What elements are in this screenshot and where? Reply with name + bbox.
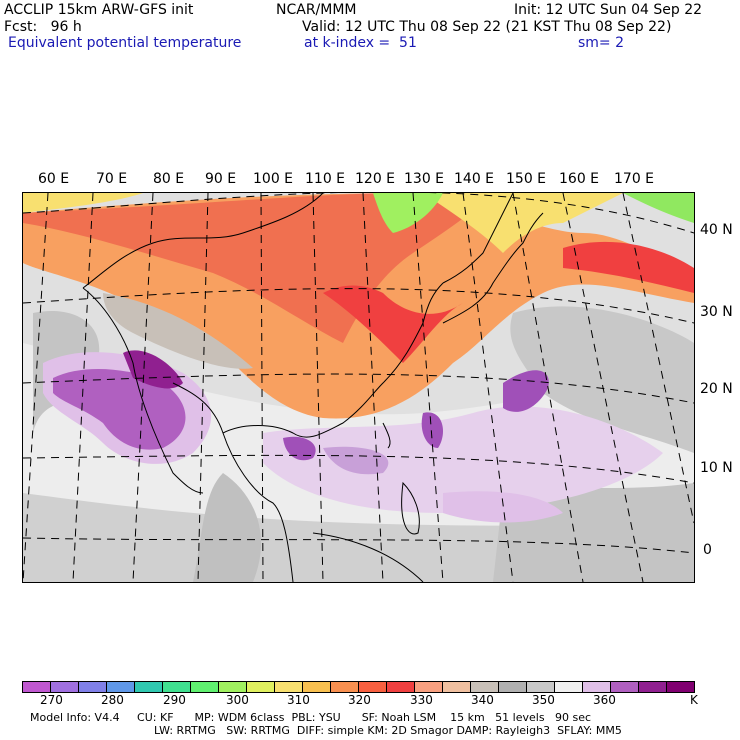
header-level: at k-index = 51 (304, 35, 417, 51)
colorbar-swatch (107, 682, 135, 692)
colorbar-swatch (611, 682, 639, 692)
colorbar-swatch (23, 682, 51, 692)
lon-label-90e: 90 E (205, 171, 237, 187)
header-valid-time: Valid: 12 UTC Thu 08 Sep 22 (21 KST Thu … (302, 19, 672, 35)
colorbar-swatch (191, 682, 219, 692)
lat-label-0: 0 (703, 542, 712, 558)
colorbar-swatch (135, 682, 163, 692)
lon-label-150e: 150 E (506, 171, 547, 187)
lon-label-110e: 110 E (305, 171, 346, 187)
footer-physics-info: LW: RRTMG SW: RRTMG DIFF: simple KM: 2D … (154, 724, 622, 737)
header-forecast-hour: Fcst: 96 h (4, 19, 82, 35)
colorbar-swatch (303, 682, 331, 692)
theta-e-map (22, 192, 695, 583)
colorbar (22, 681, 695, 693)
colorbar-swatch (555, 682, 583, 692)
header-institution: NCAR/MMM (276, 2, 357, 18)
lat-label-10n: 10 N (700, 460, 733, 476)
colorbar-swatch (331, 682, 359, 692)
lon-label-120e: 120 E (355, 171, 396, 187)
header-field-name: Equivalent potential temperature (8, 35, 242, 51)
footer-model-info: Model Info: V4.4 CU: KF MP: WDM 6class P… (30, 711, 592, 724)
colorbar-swatch (583, 682, 611, 692)
colorbar-tick-340: 340 (471, 693, 494, 707)
lon-label-100e: 100 E (253, 171, 294, 187)
lat-label-20n: 20 N (700, 381, 733, 397)
colorbar-swatch (51, 682, 79, 692)
lon-label-60e: 60 E (38, 171, 70, 187)
lon-label-160e: 160 E (559, 171, 600, 187)
colorbar-tick-310: 310 (287, 693, 310, 707)
lon-label-70e: 70 E (96, 171, 128, 187)
colorbar-unit: K (690, 693, 698, 707)
colorbar-tick-350: 350 (532, 693, 555, 707)
header-smoothing: sm= 2 (578, 35, 625, 51)
colorbar-tick-320: 320 (348, 693, 371, 707)
colorbar-tick-290: 290 (163, 693, 186, 707)
colorbar-swatch (219, 682, 247, 692)
lon-label-170e: 170 E (614, 171, 655, 187)
colorbar-tick-300: 300 (226, 693, 249, 707)
colorbar-swatch (499, 682, 527, 692)
colorbar-swatch (163, 682, 191, 692)
colorbar-tick-280: 280 (101, 693, 124, 707)
colorbar-swatch (667, 682, 694, 692)
header-init-time: Init: 12 UTC Sun 04 Sep 22 (514, 2, 703, 18)
colorbar-swatch (471, 682, 499, 692)
colorbar-swatch (443, 682, 471, 692)
lat-label-40n: 40 N (700, 222, 733, 238)
header-model-title: ACCLIP 15km ARW-GFS init (4, 2, 194, 18)
lon-label-130e: 130 E (404, 171, 445, 187)
colorbar-tick-360: 360 (593, 693, 616, 707)
colorbar-swatch (275, 682, 303, 692)
colorbar-swatch (639, 682, 667, 692)
colorbar-swatch (247, 682, 275, 692)
colorbar-swatch (527, 682, 555, 692)
lon-label-140e: 140 E (454, 171, 495, 187)
colorbar-tick-330: 330 (410, 693, 433, 707)
colorbar-tick-270: 270 (40, 693, 63, 707)
colorbar-swatch (387, 682, 415, 692)
colorbar-swatch (79, 682, 107, 692)
colorbar-swatch (359, 682, 387, 692)
lon-label-80e: 80 E (153, 171, 185, 187)
lat-label-30n: 30 N (700, 304, 733, 320)
colorbar-swatch (415, 682, 443, 692)
